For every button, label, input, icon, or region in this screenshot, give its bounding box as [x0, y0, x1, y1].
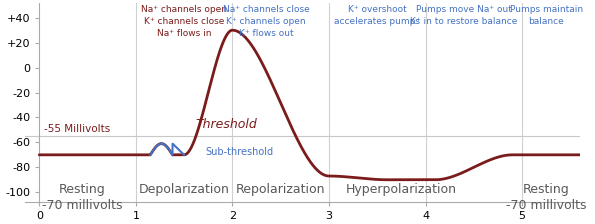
Text: Hyperpolarization: Hyperpolarization	[346, 183, 457, 196]
Text: Resting
-70 millivolts: Resting -70 millivolts	[506, 183, 587, 213]
Text: -55 Millivolts: -55 Millivolts	[44, 124, 110, 134]
Text: Na⁺ channels close
K⁺ channels open
K⁺ flows out: Na⁺ channels close K⁺ channels open K⁺ f…	[223, 5, 309, 38]
Text: Pumps move Na⁺ out
K⁺ in to restore balance: Pumps move Na⁺ out K⁺ in to restore bala…	[411, 5, 518, 26]
Text: Sub-threshold: Sub-threshold	[205, 147, 274, 157]
Text: K⁺ overshoot
accelerates pumps: K⁺ overshoot accelerates pumps	[334, 5, 420, 26]
Text: Pumps maintain
balance: Pumps maintain balance	[510, 5, 583, 26]
Text: Repolarization: Repolarization	[236, 183, 325, 196]
Text: Threshold: Threshold	[196, 118, 258, 131]
Text: Na⁺ channels open
K⁺ channels close
Na⁺ flows in: Na⁺ channels open K⁺ channels close Na⁺ …	[141, 5, 227, 38]
Text: Resting
-70 millivolts: Resting -70 millivolts	[42, 183, 122, 213]
Text: Depolarization: Depolarization	[139, 183, 230, 196]
